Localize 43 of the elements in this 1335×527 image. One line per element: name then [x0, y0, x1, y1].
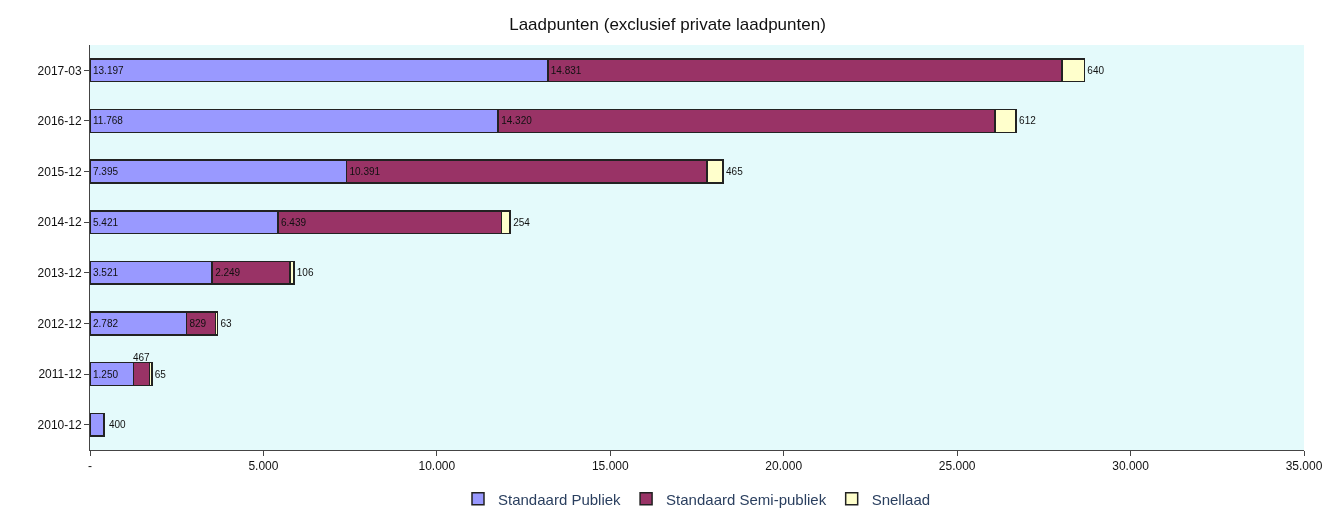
data-label: 1.250 [93, 368, 119, 380]
y-tick-label: 2013-12 [37, 266, 82, 281]
x-tick-label: 30.000 [1112, 459, 1150, 474]
legend-label: Standaard Publiek [498, 490, 622, 508]
data-label: 106 [296, 267, 314, 279]
y-tick-label: 2011-12 [38, 367, 82, 382]
data-label: 2.249 [215, 267, 241, 279]
data-label: 3.521 [93, 267, 119, 279]
data-label: 829 [189, 317, 207, 329]
y-tick-label: 2016-12 [37, 114, 82, 129]
data-label: 10.391 [349, 166, 381, 178]
data-label: 63 [220, 317, 232, 329]
data-label: 465 [726, 166, 744, 178]
y-tick-label: 2014-12 [37, 215, 82, 230]
x-tick-label: 10.000 [418, 459, 456, 474]
x-tick-label: 5.000 [248, 459, 279, 474]
y-tick-label: 2010-12 [37, 417, 82, 432]
y-tick-label: 2015-12 [37, 164, 82, 179]
data-label: 6.439 [281, 216, 307, 228]
legend-label: Standaard Semi-publiek [666, 490, 827, 508]
data-label: 14.320 [501, 115, 533, 127]
data-label: 7.395 [93, 166, 119, 178]
data-label: 612 [1019, 115, 1037, 127]
data-label: 2.782 [93, 317, 119, 329]
x-tick-label: 35.000 [1285, 459, 1323, 474]
data-label: 65 [154, 368, 167, 380]
x-tick-label: - [88, 459, 92, 474]
x-tick-label: 15.000 [591, 459, 629, 474]
y-tick-label: 2017-03 [37, 63, 82, 78]
x-tick-label: 25.000 [938, 459, 976, 474]
data-label: 5.421 [93, 216, 119, 228]
data-label: 11.768 [93, 115, 124, 127]
chart-title: Laadpunten (exclusief private laadpunten) [509, 15, 826, 35]
y-tick-label: 2012-12 [37, 316, 82, 331]
x-tick-label: 20.000 [765, 459, 803, 474]
data-label: 640 [1087, 64, 1105, 76]
data-label: 254 [513, 216, 531, 228]
bar [90, 412, 105, 437]
data-label: 14.831 [550, 64, 582, 76]
data-label: 400 [109, 419, 127, 430]
data-label: 13.197 [93, 64, 125, 76]
legend-label: Snellaad [871, 490, 931, 508]
data-label: 467 [133, 352, 151, 363]
